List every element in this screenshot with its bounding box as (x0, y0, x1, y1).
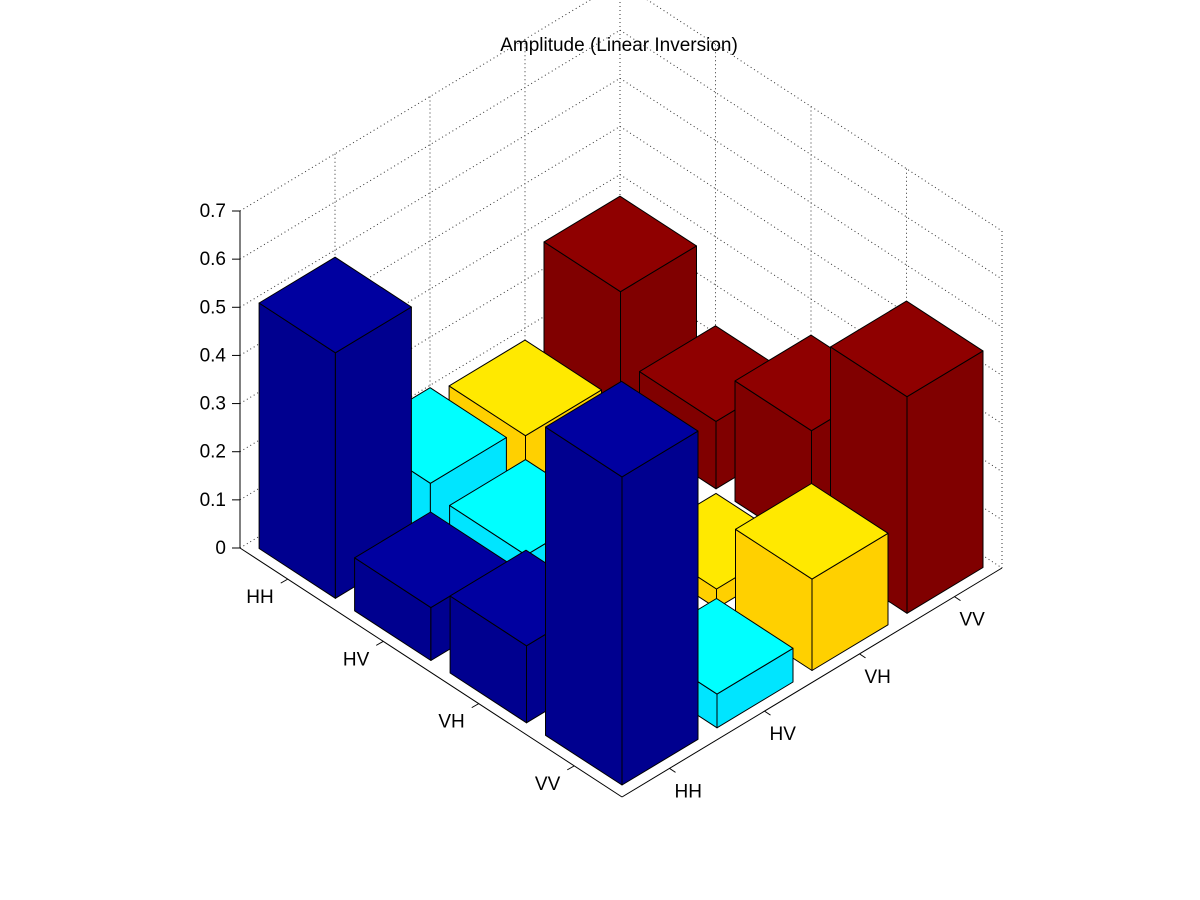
bar-face-top (543, 195, 697, 293)
bar-face-top (735, 483, 889, 580)
column-tick-label: HH (675, 781, 702, 802)
column-tick-label: VH (865, 667, 891, 688)
bar-face-front (258, 302, 336, 599)
row-tick-label: VV (535, 774, 561, 795)
bar-face-top (448, 339, 602, 437)
z-tick-label: 0.3 (200, 394, 226, 415)
bar (258, 256, 412, 599)
bar (735, 483, 889, 671)
bar-face-top (545, 380, 699, 478)
bar-face-top (258, 256, 412, 354)
bar (545, 380, 699, 786)
chart-title: Amplitude (Linear Inversion) (500, 35, 738, 56)
z-tick-label: 0.4 (200, 345, 227, 366)
z-tick-label: 0.1 (200, 490, 226, 511)
z-tick-label: 0.5 (200, 297, 226, 318)
z-tick-label: 0 (215, 538, 226, 559)
bar-face-front (545, 426, 623, 786)
row-tick-label: HV (343, 649, 370, 670)
bars (258, 195, 984, 786)
z-tick-label: 0.7 (200, 201, 226, 222)
bar-face-top (830, 300, 984, 398)
row-tick-label: HH (246, 587, 273, 608)
column-tick-label: HV (770, 724, 797, 745)
row-tick-label: VH (438, 712, 464, 733)
z-tick-label: 0.2 (200, 442, 226, 463)
z-tick-label: 0.6 (200, 249, 226, 270)
axes: 0 0.1 0.2 0.3 0.4 0.5 0.6 0.7 HH HV VH VV HH HV VH VV (200, 201, 1003, 802)
column-tick-label: VV (960, 610, 986, 631)
bar-face-side (621, 430, 699, 786)
